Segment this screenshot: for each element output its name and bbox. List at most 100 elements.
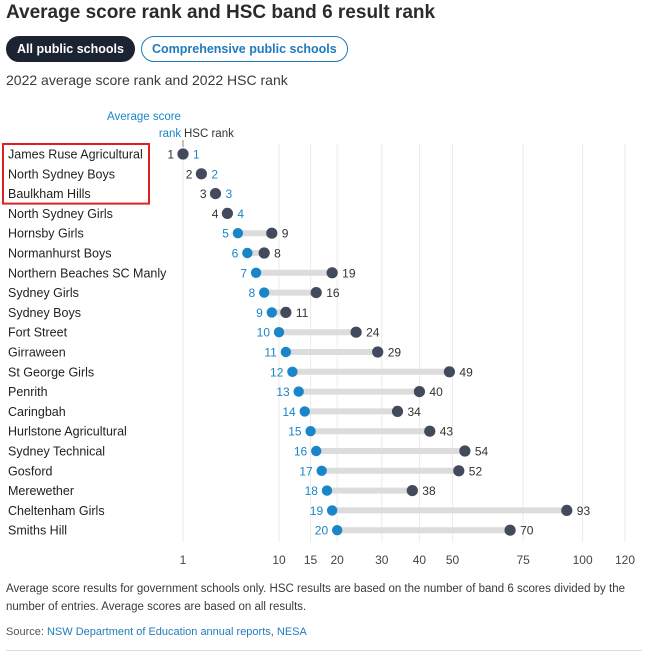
hsc-rank-dot — [310, 287, 322, 299]
footnote: Average score results for government sch… — [6, 583, 625, 613]
x-tick-label-30: 30 — [375, 553, 389, 567]
category-label: Northern Beaches SC Manly — [8, 266, 167, 280]
average-score-label: 17 — [299, 464, 313, 478]
filter-tabs: All public schools Comprehensive public … — [6, 36, 348, 62]
category-label: North Sydney Girls — [8, 207, 113, 221]
hsc-rank-dot — [459, 445, 471, 457]
average-score-label: 1 — [193, 148, 200, 162]
average-score-dot — [258, 287, 270, 298]
average-score-label: 6 — [232, 247, 239, 261]
category-label: Smiths Hill — [8, 524, 67, 538]
average-score-label: 3 — [226, 187, 233, 201]
hsc-rank-label: 19 — [342, 266, 356, 280]
category-label: Hornsby Girls — [8, 227, 84, 241]
x-tick-label-20: 20 — [330, 553, 344, 567]
hsc-rank-dot — [504, 524, 516, 536]
bottom-divider — [6, 650, 642, 651]
average-score-label: 14 — [282, 405, 296, 419]
category-label: Normanhurst Boys — [8, 247, 112, 261]
category-label: Caringbah — [8, 405, 66, 419]
highlight-box — [2, 143, 150, 205]
source-separator: , — [270, 626, 277, 638]
hsc-rank-dot — [406, 485, 418, 497]
hsc-rank-label: 24 — [366, 326, 380, 340]
hsc-rank-dot — [443, 366, 456, 378]
hsc-rank-dot — [326, 267, 338, 279]
category-label: James Ruse Agricultural — [8, 148, 143, 162]
hsc-rank-label: 9 — [282, 227, 289, 241]
hsc-rank-label: 54 — [475, 445, 489, 459]
hsc-rank-dot — [453, 465, 465, 477]
category-label: Sydney Girls — [8, 286, 79, 300]
hsc-rank-label: 40 — [429, 385, 443, 399]
tab-all-public-schools[interactable]: All public schools — [6, 36, 135, 62]
hsc-rank-label: 93 — [577, 504, 591, 518]
hsc-rank-label: 49 — [459, 365, 473, 379]
average-score-dot — [299, 406, 310, 417]
column-header-average-score: Average score rank — [107, 111, 181, 140]
hsc-rank-label: 34 — [408, 405, 422, 419]
average-score-label: 20 — [315, 524, 329, 538]
average-score-dot — [321, 485, 333, 496]
hsc-rank-dot — [266, 227, 278, 239]
hsc-rank-dot — [280, 306, 292, 318]
hsc-rank-dot — [424, 425, 436, 437]
category-label: Gosford — [8, 464, 53, 478]
average-score-label: 10 — [257, 326, 271, 340]
category-label: Hurlstone Agricultural — [8, 425, 127, 439]
average-score-label: 7 — [240, 266, 247, 280]
average-score-label: 12 — [270, 365, 284, 379]
average-score-dot — [287, 366, 298, 377]
average-score-dot — [311, 445, 322, 457]
hsc-rank-label: 8 — [274, 247, 281, 261]
hsc-rank-dot — [350, 326, 362, 338]
hsc-rank-dot — [561, 504, 573, 516]
average-score-label: 16 — [294, 445, 308, 459]
average-score-label: 19 — [310, 504, 324, 518]
hsc-rank-label: 11 — [296, 306, 309, 320]
hsc-rank-dot — [209, 188, 222, 200]
source-link-education-reports[interactable]: NSW Department of Education annual repor… — [46, 626, 271, 638]
chart-title: Average score rank and HSC band 6 result… — [6, 2, 436, 23]
source-link-nesa[interactable]: NESA — [276, 626, 307, 638]
average-score-label: 4 — [237, 207, 244, 221]
average-score-label: 9 — [256, 306, 263, 320]
category-label: Baulkham Hills — [8, 187, 91, 201]
average-score-label: 2 — [211, 167, 218, 181]
average-score-dot — [250, 267, 262, 278]
hsc-rank-dot — [413, 386, 426, 398]
x-tick-label-1: 1 — [180, 553, 187, 567]
category-label: Sydney Technical — [8, 445, 105, 459]
category-label: Penrith — [8, 385, 48, 399]
chart-subtitle: 2022 average score rank and 2022 HSC ran… — [6, 72, 288, 88]
category-label: North Sydney Boys — [8, 167, 115, 181]
hsc-rank-label: 70 — [520, 524, 534, 538]
x-tick-label-15: 15 — [304, 553, 318, 567]
average-score-dot — [280, 346, 292, 358]
hsc-rank-label: 1 — [167, 148, 174, 162]
source-prefix: Source: — [6, 626, 44, 638]
average-score-dot — [266, 307, 278, 318]
average-score-dot — [293, 386, 304, 397]
hsc-rank-dot — [177, 148, 189, 160]
x-tick-label-50: 50 — [446, 553, 460, 567]
average-score-dot — [326, 505, 338, 516]
category-label: Fort Street — [8, 326, 68, 340]
hsc-rank-label: 3 — [200, 187, 207, 201]
average-score-label: 8 — [248, 286, 255, 300]
hsc-rank-dot — [221, 207, 234, 219]
x-tick-label-75: 75 — [516, 553, 530, 567]
source-line: Source: NSW Department of Education annu… — [6, 626, 307, 638]
hsc-rank-label: 29 — [388, 346, 402, 360]
average-score-dot — [242, 247, 253, 259]
hsc-rank-dot — [372, 346, 384, 358]
tab-comprehensive-public-schools[interactable]: Comprehensive public schools — [140, 36, 348, 62]
hsc-rank-label: 43 — [440, 425, 454, 439]
category-label: Merewether — [8, 484, 74, 498]
category-label: Sydney Boys — [8, 306, 81, 320]
x-tick-label-120: 120 — [615, 553, 635, 567]
average-score-dot — [305, 426, 316, 437]
category-label: St George Girls — [8, 365, 94, 379]
average-score-dot — [316, 465, 327, 476]
